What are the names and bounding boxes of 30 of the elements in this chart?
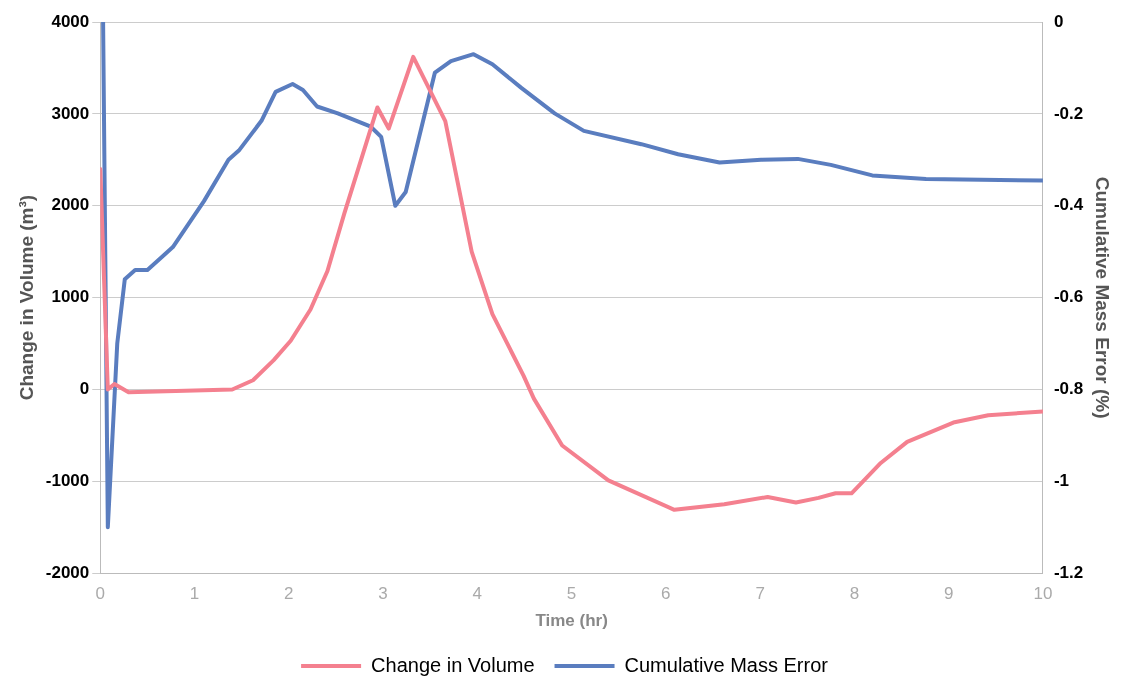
y-tick-label: -2000 (45, 562, 90, 582)
y-tick-label: 0 (79, 379, 90, 399)
y-tick-label: 1000 (51, 287, 90, 307)
y2-tick-label: -0.2 (1053, 103, 1084, 123)
y2-tick-label: 0 (1053, 11, 1064, 31)
y-tick-label: 2000 (51, 195, 90, 215)
y2-tick-label: -1.2 (1053, 562, 1084, 582)
y2-tick-label: -0.4 (1053, 195, 1084, 215)
legend-label: Cumulative Mass Error (624, 653, 829, 676)
x-tick-label: 1 (189, 584, 200, 604)
x-tick-label: 10 (1033, 584, 1053, 604)
x-tick-label: 2 (284, 584, 294, 604)
x-axis-title: Time (hr) (535, 611, 608, 631)
x-tick-label: 3 (378, 584, 388, 604)
x-tick-label: 8 (849, 584, 860, 604)
x-tick-label: 0 (95, 584, 106, 604)
y2-tick-label: -0.8 (1053, 379, 1084, 399)
x-tick-label: 5 (566, 584, 577, 604)
y-axis-title: Change in Volume (m³) (15, 194, 37, 401)
x-tick-label: 4 (472, 584, 483, 604)
y2-tick-label: -0.6 (1053, 287, 1084, 307)
y-tick-label: 4000 (51, 11, 90, 31)
y-tick-label: 3000 (51, 103, 90, 123)
y2-axis-title: Cumulative Mass Error (%) (1092, 176, 1114, 419)
legend-label: Change in Volume (371, 653, 535, 676)
y2-tick-label: -1 (1053, 471, 1070, 491)
x-tick-label: 7 (755, 584, 765, 604)
x-tick-label: 6 (661, 584, 671, 604)
y-tick-label: -1000 (45, 471, 90, 491)
x-tick-label: 9 (943, 584, 954, 604)
